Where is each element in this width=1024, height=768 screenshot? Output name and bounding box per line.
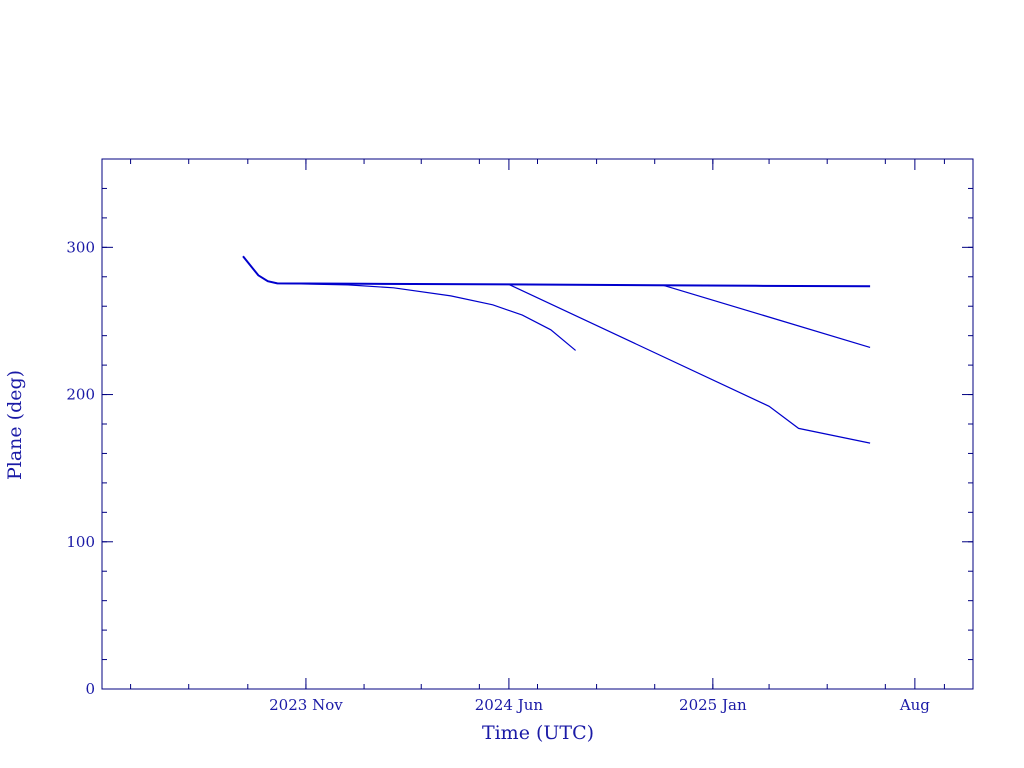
y-tick-label: 200 bbox=[66, 386, 95, 404]
x-tick-label: 2025 Jan bbox=[679, 696, 747, 714]
x-tick-label: 2024 Jun bbox=[475, 696, 544, 714]
series-line-2 bbox=[277, 282, 576, 351]
y-tick-label: 300 bbox=[66, 238, 95, 256]
x-tick-labels: 2023 Nov 2024 Jun 2025 Jan Aug bbox=[269, 696, 930, 714]
x-axis-label: Time (UTC) bbox=[482, 722, 594, 744]
x-tick-label: 2023 Nov bbox=[269, 696, 343, 714]
major-ticks bbox=[102, 159, 973, 690]
y-tick-labels: 0 100 200 300 bbox=[66, 238, 95, 698]
y-tick-label: 100 bbox=[66, 533, 95, 551]
series-lines bbox=[242, 255, 871, 444]
series-line-1 bbox=[242, 255, 871, 288]
x-tick-label: Aug bbox=[899, 696, 930, 714]
y-tick-label: 0 bbox=[85, 680, 95, 698]
plot-frame bbox=[101, 158, 974, 690]
series-line-4 bbox=[663, 284, 871, 348]
series-line-3 bbox=[508, 283, 871, 444]
minor-ticks bbox=[102, 159, 973, 689]
y-axis-label: Plane (deg) bbox=[4, 370, 26, 480]
